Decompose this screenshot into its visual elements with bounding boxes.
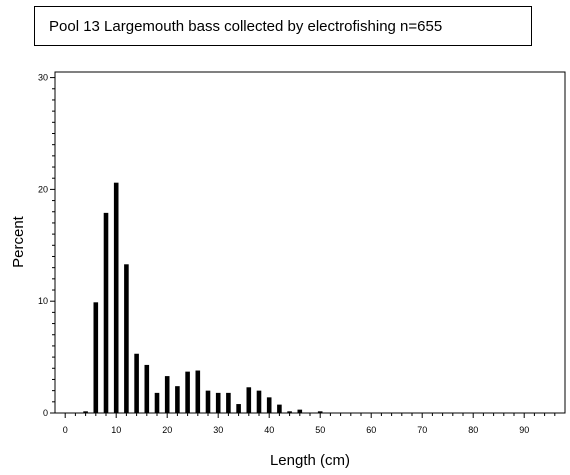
y-tick-label: 20 [38,184,48,194]
x-tick-label: 40 [264,425,274,435]
bars-group [83,182,323,413]
bar [185,371,190,413]
bar [113,182,119,413]
y-tick-label: 30 [38,73,48,83]
x-axis: 0 10 20 30 40 50 60 70 80 90 [63,413,556,435]
bar [164,376,170,413]
bar [266,397,272,413]
x-tick-label: 90 [519,425,529,435]
bar [93,302,99,413]
y-tick-label: 10 [38,296,48,306]
x-tick-label: 30 [213,425,223,435]
plot-area-frame [54,71,566,414]
bar [124,264,129,413]
bar [236,404,241,413]
bar [195,370,201,413]
x-tick-label: 0 [63,425,68,435]
x-tick-label: 10 [111,425,121,435]
bar [144,364,150,413]
y-tick-label: 0 [43,408,48,418]
x-tick-label: 80 [468,425,478,435]
y-axis-label: Percent [10,215,27,268]
bar [134,353,139,413]
x-tick-label: 50 [315,425,325,435]
bar [277,404,282,413]
bar [226,392,231,413]
x-tick-label: 70 [417,425,427,435]
bar [215,392,221,413]
x-axis-label: Length (cm) [270,452,350,469]
bar [256,390,262,413]
chart-title: Pool 13 Largemouth bass collected by ele… [49,17,443,35]
chart-title-box: Pool 13 Largemouth bass collected by ele… [34,6,532,46]
x-tick-label: 20 [162,425,172,435]
bar [175,386,180,413]
bar [246,387,252,413]
bar [287,411,292,413]
x-tick-label: 60 [366,425,376,435]
bar [297,409,303,413]
y-axis: 0 10 20 30 [38,73,55,418]
bar [83,411,88,413]
bar [317,411,323,413]
bar [154,392,160,413]
bar [205,390,211,413]
bar [103,212,109,413]
